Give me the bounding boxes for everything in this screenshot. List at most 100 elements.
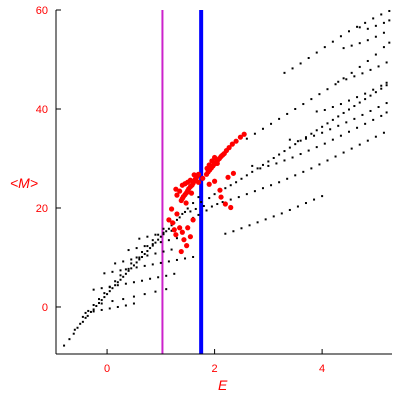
data-point	[84, 311, 87, 314]
data-point	[100, 299, 103, 302]
data-point	[162, 227, 165, 230]
data-point	[385, 61, 388, 64]
data-point	[143, 293, 146, 296]
data-point	[280, 212, 283, 215]
data-point	[81, 320, 84, 323]
data-point	[167, 260, 170, 263]
data-point	[240, 177, 243, 180]
data-point	[286, 177, 289, 180]
data-point	[318, 93, 321, 96]
data-point	[323, 142, 326, 145]
data-point	[127, 267, 130, 270]
data-point	[334, 83, 337, 86]
data-point	[92, 308, 95, 311]
data-point	[237, 134, 243, 140]
data-point	[185, 225, 191, 231]
data-point	[366, 27, 369, 30]
data-point	[251, 170, 254, 173]
data-point	[184, 243, 190, 249]
data-point	[149, 247, 152, 250]
data-point	[377, 65, 380, 68]
data-point	[211, 154, 218, 161]
data-point	[143, 253, 146, 256]
data-point	[361, 113, 364, 116]
data-point	[181, 212, 184, 215]
data-point	[114, 280, 117, 283]
data-point	[304, 136, 307, 139]
data-point	[127, 269, 130, 272]
data-point	[178, 248, 184, 255]
data-point	[253, 132, 256, 135]
data-point	[175, 218, 178, 221]
data-point	[146, 254, 149, 257]
data-point	[127, 249, 130, 252]
data-point	[226, 145, 232, 151]
data-point	[307, 149, 310, 152]
data-point	[192, 202, 195, 205]
data-point	[259, 167, 262, 170]
data-point	[353, 117, 356, 120]
data-point	[224, 187, 227, 190]
data-point	[183, 200, 189, 206]
data-point	[377, 106, 380, 109]
data-point	[159, 241, 162, 244]
data-point	[108, 285, 111, 288]
data-point	[356, 126, 359, 129]
data-point	[369, 94, 372, 97]
data-point	[337, 124, 340, 127]
data-point	[329, 128, 332, 131]
vertical-lines	[161, 10, 204, 354]
data-point	[323, 108, 326, 111]
data-point	[307, 57, 310, 60]
data-point	[331, 106, 334, 109]
data-points	[63, 9, 391, 347]
data-point	[167, 227, 170, 230]
data-point	[310, 167, 313, 170]
data-point	[154, 290, 157, 293]
data-point	[63, 344, 66, 347]
data-point	[217, 187, 223, 193]
data-point	[261, 187, 264, 190]
data-point	[162, 250, 165, 253]
data-point	[186, 207, 189, 210]
data-point	[135, 266, 138, 269]
data-point	[175, 258, 178, 261]
data-point	[275, 162, 278, 165]
data-point	[114, 262, 117, 265]
data-point	[304, 137, 307, 140]
data-point	[195, 179, 202, 185]
data-point	[154, 252, 157, 255]
data-point	[103, 292, 106, 295]
y-tick-label: 20	[36, 203, 48, 215]
data-point	[177, 188, 183, 194]
data-point	[313, 198, 316, 201]
data-point	[100, 308, 103, 311]
data-point	[228, 204, 234, 211]
data-point	[202, 205, 205, 208]
data-point	[294, 107, 297, 110]
data-point	[270, 184, 273, 187]
data-point	[288, 146, 291, 149]
data-point	[214, 160, 220, 167]
data-point	[174, 211, 180, 217]
y-axis-label: <M>	[10, 175, 38, 191]
data-point	[245, 174, 248, 177]
data-point	[225, 174, 231, 180]
data-point	[106, 293, 109, 296]
data-point	[342, 77, 345, 80]
data-point	[253, 190, 256, 193]
data-point	[132, 264, 135, 267]
data-point	[122, 298, 125, 301]
data-point	[92, 288, 95, 291]
data-point	[98, 302, 101, 305]
y-tick-label: 40	[36, 104, 48, 116]
x-axis-label: E	[218, 377, 228, 393]
data-point	[326, 88, 329, 91]
data-point	[162, 233, 165, 236]
data-point	[372, 88, 375, 91]
data-point	[146, 245, 149, 248]
data-point	[205, 209, 208, 212]
data-point	[151, 244, 154, 247]
data-point	[251, 164, 254, 167]
data-point	[141, 279, 144, 282]
